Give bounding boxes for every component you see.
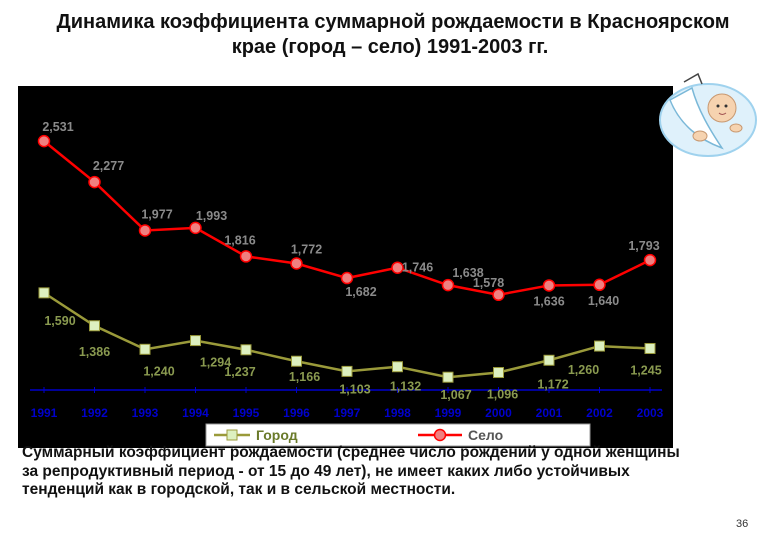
- data-label: 1,237: [224, 365, 255, 379]
- data-point: [37, 134, 51, 148]
- x-tick-label: 2001: [536, 406, 563, 420]
- x-tick-label: 1998: [384, 406, 411, 420]
- data-point: [492, 288, 505, 302]
- data-point: [340, 271, 354, 285]
- data-label: 1,578: [473, 276, 504, 290]
- legend-box: [205, 423, 591, 447]
- data-label: 1,240: [143, 364, 174, 378]
- data-point: [493, 367, 504, 379]
- data-label: 1,636: [533, 294, 564, 308]
- x-tick-label: 2003: [637, 406, 664, 420]
- x-tick-label: 1994: [182, 406, 209, 420]
- data-label: 1,772: [291, 243, 322, 257]
- x-tick-label: 1993: [132, 406, 159, 420]
- data-point: [138, 224, 152, 237]
- tfr-line-chart: 1991 1992 1993 1994 1995 1996 1997 1998 1999 2000…: [18, 86, 673, 448]
- data-point: [392, 361, 403, 373]
- data-label: 1,682: [345, 285, 376, 299]
- title-line-2: крае (город – село) 1991-2003 гг.: [231, 36, 549, 58]
- chart-background: [18, 86, 673, 448]
- baby-in-sling-icon: [659, 72, 757, 157]
- data-point: [38, 287, 50, 299]
- description-text: Суммарный коэффициент рождаемости (средн…: [22, 444, 680, 498]
- x-tick-label: 1995: [233, 406, 260, 420]
- data-label: 1,166: [289, 370, 320, 384]
- data-point: [290, 257, 303, 270]
- legend-label-gorod: Город: [256, 427, 298, 443]
- data-point: [441, 278, 455, 292]
- x-tick-label: 2000: [485, 406, 512, 420]
- x-tick-label: 1999: [435, 406, 462, 420]
- data-label: 1,132: [390, 380, 421, 394]
- data-label: 1,977: [141, 207, 172, 221]
- data-point: [291, 355, 302, 367]
- x-tick-label: 1997: [334, 406, 361, 420]
- x-tick-label: 1996: [283, 406, 310, 420]
- data-point: [542, 279, 556, 292]
- data-point: [139, 343, 151, 355]
- legend-marker-selo: [433, 428, 447, 442]
- data-label: 1,638: [452, 266, 483, 280]
- data-label: 1,172: [537, 377, 568, 391]
- data-point: [594, 340, 605, 352]
- data-label: 1,245: [630, 363, 661, 377]
- data-label: 1,386: [79, 345, 110, 359]
- data-point: [644, 342, 656, 354]
- data-label: 1,294: [200, 356, 231, 370]
- legend-label-selo: Село: [468, 427, 503, 443]
- data-point: [89, 320, 100, 332]
- data-label: 1,793: [628, 239, 659, 253]
- data-label: 1,096: [487, 388, 518, 402]
- data-point: [543, 354, 555, 366]
- data-point: [442, 371, 454, 383]
- x-tick-label: 2002: [586, 406, 613, 420]
- x-tick-label: 1992: [81, 406, 108, 420]
- legend-marker-gorod: [226, 429, 238, 441]
- data-label: 1,746: [402, 261, 433, 275]
- data-label: 1,816: [224, 233, 255, 247]
- data-label: 2,277: [93, 159, 124, 173]
- data-point: [341, 365, 353, 377]
- page-number: 36: [736, 518, 749, 530]
- data-point: [593, 278, 606, 292]
- data-point: [88, 175, 101, 189]
- data-point: [643, 253, 657, 267]
- data-label: 1,067: [440, 388, 471, 402]
- x-tick-label: 1991: [31, 406, 58, 420]
- data-point: [189, 221, 202, 235]
- data-label: 1,640: [588, 294, 619, 308]
- chart-svg: 1991 1992 1993 1994 1995 1996 1997 1998 1999 2000…: [18, 86, 673, 448]
- data-label: 1,260: [568, 363, 599, 377]
- data-label: 1,103: [339, 382, 370, 396]
- data-label: 2,531: [42, 120, 73, 134]
- data-label: 1,590: [44, 314, 75, 328]
- data-point: [240, 344, 252, 356]
- slide-title: Динамика коэффициента суммарной рождаемо…: [0, 10, 780, 60]
- data-point: [190, 335, 201, 347]
- data-point: [239, 250, 253, 263]
- data-label: 1,993: [196, 209, 227, 223]
- title-line-1: Динамика коэффициента суммарной рождаемо…: [56, 11, 730, 33]
- data-point: [391, 261, 404, 274]
